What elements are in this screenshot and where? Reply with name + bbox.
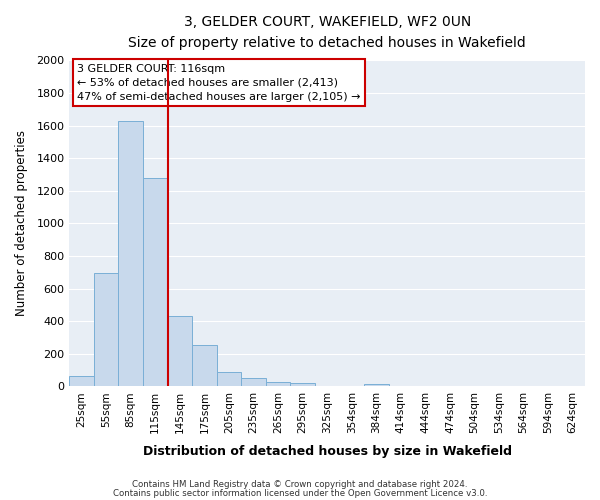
Bar — [241, 378, 266, 386]
Bar — [217, 372, 241, 386]
Text: Contains public sector information licensed under the Open Government Licence v3: Contains public sector information licen… — [113, 488, 487, 498]
Bar — [70, 376, 94, 386]
Text: 3 GELDER COURT: 116sqm
← 53% of detached houses are smaller (2,413)
47% of semi-: 3 GELDER COURT: 116sqm ← 53% of detached… — [77, 64, 361, 102]
Bar — [167, 316, 192, 386]
Bar — [192, 345, 217, 387]
Bar — [364, 384, 389, 386]
Bar — [118, 121, 143, 386]
Y-axis label: Number of detached properties: Number of detached properties — [15, 130, 28, 316]
Text: Contains HM Land Registry data © Crown copyright and database right 2024.: Contains HM Land Registry data © Crown c… — [132, 480, 468, 489]
Bar — [266, 382, 290, 386]
X-axis label: Distribution of detached houses by size in Wakefield: Distribution of detached houses by size … — [143, 444, 512, 458]
Title: 3, GELDER COURT, WAKEFIELD, WF2 0UN
Size of property relative to detached houses: 3, GELDER COURT, WAKEFIELD, WF2 0UN Size… — [128, 15, 526, 50]
Bar — [143, 178, 167, 386]
Bar — [94, 273, 118, 386]
Bar — [290, 383, 315, 386]
